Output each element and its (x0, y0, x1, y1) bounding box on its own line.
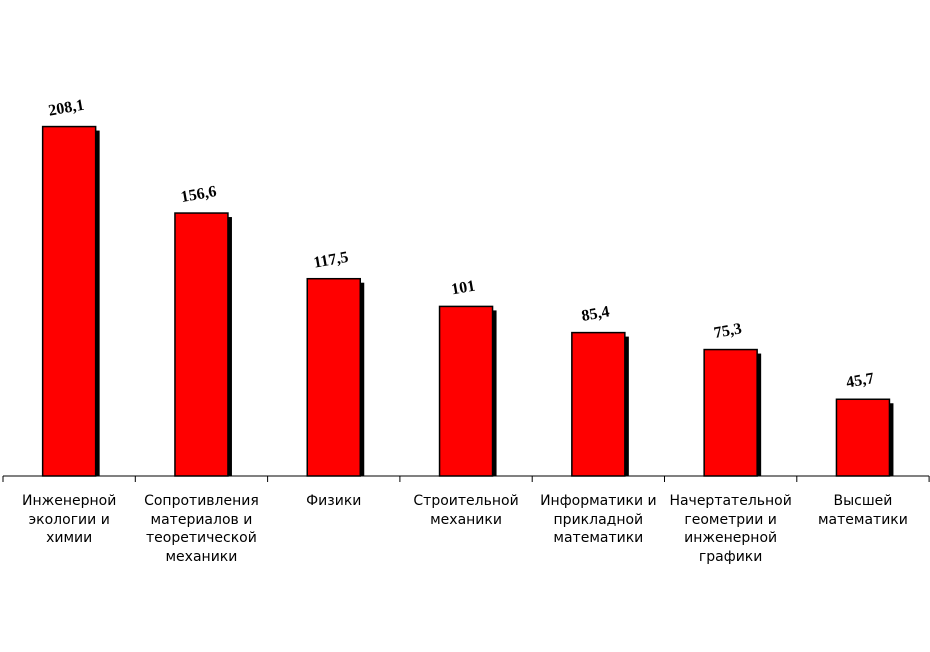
category-label: Начертательной геометрии и инженерной графи… (667, 492, 795, 566)
category-label-line: математики (818, 511, 908, 528)
value-label: 101 (450, 278, 477, 299)
bar (703, 348, 758, 477)
category-label-line: геометрии и (684, 511, 777, 528)
category-label-line: инженерной (684, 530, 778, 546)
category-label-line: механики (430, 511, 502, 528)
category-label-line: экологии и (28, 511, 110, 528)
value-label: 208,1 (47, 97, 85, 120)
category-label: Инженерной экологии и химии (5, 492, 133, 548)
category-label-line: Сопротивления (144, 493, 259, 509)
category-label-line: химии (46, 530, 93, 546)
category-label-line: прикладной (553, 511, 644, 528)
bar (174, 212, 229, 477)
bar (571, 331, 626, 477)
category-label-line: теоретической (146, 530, 257, 546)
value-labels-layer: 208,1 156,6 117,5 101 85,4 75,3 45,7 (47, 97, 875, 392)
value-label: 117,5 (312, 249, 350, 272)
category-label: Физики (270, 492, 398, 511)
bar (835, 398, 891, 477)
value-label: 45,7 (845, 370, 876, 392)
category-label-line: Физики (306, 493, 362, 509)
category-label-line: материалов и (150, 511, 253, 528)
bar (306, 277, 361, 477)
bars-layer (41, 125, 894, 477)
x-axis (2, 475, 930, 482)
category-label-line: Высшей (833, 493, 893, 509)
category-label-line: Информатики и (540, 493, 657, 509)
value-label: 85,4 (580, 303, 611, 325)
category-label-line: Строительной (413, 493, 519, 509)
category-label: Информатики и прикладной математики (534, 492, 662, 548)
category-label: Сопротивления материалов и теоретической ме… (137, 492, 265, 566)
value-label: 75,3 (713, 320, 744, 342)
category-label: Высшей математики (799, 492, 927, 529)
bar (41, 125, 97, 477)
category-label-line: графики (698, 548, 763, 565)
category-label-line: математики (553, 530, 644, 546)
category-label-line: Инженерной (21, 493, 117, 509)
value-label: 156,6 (179, 183, 217, 206)
category-label-line: Начертательной (669, 493, 792, 509)
category-label: Строительной механики (402, 492, 530, 529)
bar (438, 305, 494, 477)
category-label-line: механики (165, 548, 238, 565)
